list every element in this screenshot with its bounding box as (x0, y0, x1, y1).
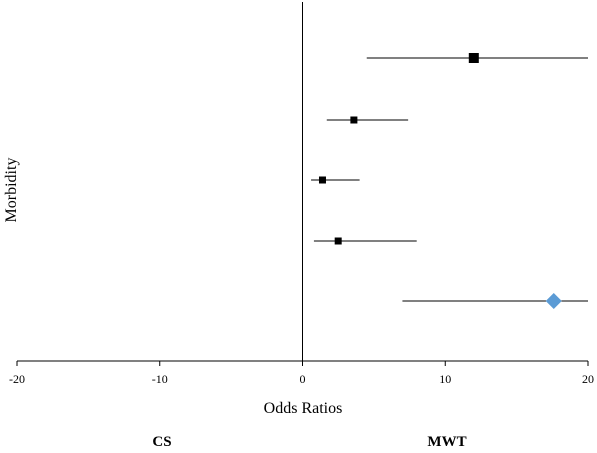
x-tick-label: 10 (439, 372, 451, 386)
x-tick-label: -20 (9, 372, 25, 386)
x-tick-label: 0 (300, 372, 306, 386)
x-tick-label: 20 (582, 372, 594, 386)
point-estimate-square (350, 116, 358, 124)
point-estimate-square (334, 237, 342, 245)
pooled-estimate-diamond (545, 293, 562, 309)
left-side-label: CS (152, 434, 171, 450)
point-estimate-square (468, 53, 479, 63)
forest-rows (311, 53, 588, 309)
x-tick-label: -10 (152, 372, 168, 386)
x-axis-ticks: -20 -10 0 10 20 (9, 361, 594, 386)
x-axis-title: Odds Ratios (264, 400, 343, 417)
point-estimate-square (318, 176, 326, 184)
right-side-label: MWT (427, 434, 466, 450)
y-axis-title: Morbidity (3, 158, 20, 223)
